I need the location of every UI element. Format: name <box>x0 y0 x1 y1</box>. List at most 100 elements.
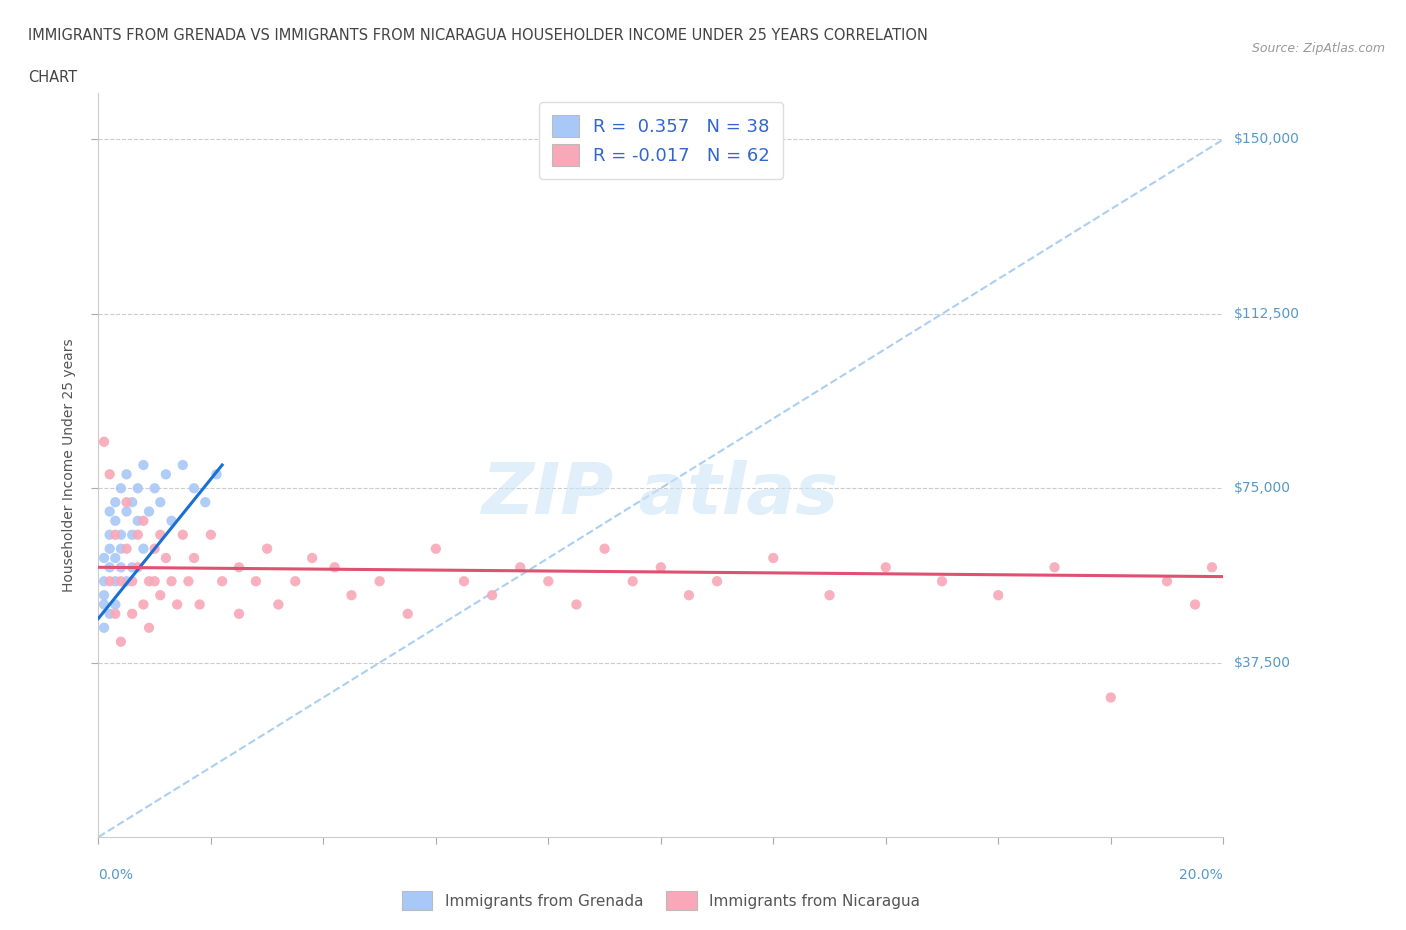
Point <box>1099 690 1122 705</box>
Point <box>132 597 155 612</box>
Point <box>1184 597 1206 612</box>
Text: $150,000: $150,000 <box>1234 132 1301 147</box>
Point <box>98 541 121 556</box>
Point <box>104 513 127 528</box>
Point <box>110 481 132 496</box>
Point <box>875 560 897 575</box>
Point <box>115 495 138 510</box>
Point <box>172 527 194 542</box>
Point <box>138 504 160 519</box>
Point <box>188 597 211 612</box>
Point <box>537 574 560 589</box>
Point <box>93 551 115 565</box>
Text: IMMIGRANTS FROM GRENADA VS IMMIGRANTS FROM NICARAGUA HOUSEHOLDER INCOME UNDER 25: IMMIGRANTS FROM GRENADA VS IMMIGRANTS FR… <box>28 28 928 43</box>
Point <box>149 588 172 603</box>
Point <box>453 574 475 589</box>
Point <box>98 527 121 542</box>
Point <box>228 606 250 621</box>
Point <box>121 560 143 575</box>
Point <box>481 588 503 603</box>
Point <box>121 606 143 621</box>
Point <box>177 574 200 589</box>
Point <box>621 574 644 589</box>
Point <box>98 606 121 621</box>
Point <box>93 620 115 635</box>
Point <box>127 481 149 496</box>
Point <box>143 574 166 589</box>
Point <box>1201 560 1223 575</box>
Point <box>132 458 155 472</box>
Point <box>931 574 953 589</box>
Point <box>155 467 177 482</box>
Point <box>1156 574 1178 589</box>
Point <box>104 495 127 510</box>
Point <box>93 574 115 589</box>
Point <box>1043 560 1066 575</box>
Point <box>245 574 267 589</box>
Point <box>267 597 290 612</box>
Point <box>762 551 785 565</box>
Point <box>425 541 447 556</box>
Point <box>121 574 143 589</box>
Point <box>211 574 233 589</box>
Point <box>194 495 217 510</box>
Point <box>115 467 138 482</box>
Point <box>160 574 183 589</box>
Point <box>143 481 166 496</box>
Text: CHART: CHART <box>28 70 77 85</box>
Point <box>166 597 188 612</box>
Point <box>228 560 250 575</box>
Point <box>155 551 177 565</box>
Text: 0.0%: 0.0% <box>98 868 134 882</box>
Point <box>172 458 194 472</box>
Point <box>818 588 841 603</box>
Point <box>104 551 127 565</box>
Point <box>143 541 166 556</box>
Point <box>396 606 419 621</box>
Point <box>284 574 307 589</box>
Point <box>110 560 132 575</box>
Point <box>104 574 127 589</box>
Point <box>149 527 172 542</box>
Point <box>121 527 143 542</box>
Point <box>678 588 700 603</box>
Point <box>98 504 121 519</box>
Text: Source: ZipAtlas.com: Source: ZipAtlas.com <box>1251 42 1385 55</box>
Point <box>149 495 172 510</box>
Point <box>205 467 228 482</box>
Text: 20.0%: 20.0% <box>1180 868 1223 882</box>
Point <box>115 504 138 519</box>
Y-axis label: Householder Income Under 25 years: Householder Income Under 25 years <box>62 339 76 591</box>
Point <box>183 551 205 565</box>
Point <box>132 541 155 556</box>
Point <box>509 560 531 575</box>
Point <box>104 527 127 542</box>
Point <box>340 588 363 603</box>
Point <box>110 574 132 589</box>
Point <box>121 495 143 510</box>
Point <box>565 597 588 612</box>
Point <box>138 620 160 635</box>
Point <box>93 434 115 449</box>
Point <box>323 560 346 575</box>
Point <box>104 597 127 612</box>
Point <box>104 606 127 621</box>
Point <box>593 541 616 556</box>
Point <box>98 574 121 589</box>
Text: $37,500: $37,500 <box>1234 656 1291 670</box>
Point <box>115 541 138 556</box>
Text: ZIP atlas: ZIP atlas <box>482 460 839 529</box>
Point <box>98 467 121 482</box>
Point <box>115 574 138 589</box>
Point <box>301 551 323 565</box>
Point <box>93 588 115 603</box>
Point <box>200 527 222 542</box>
Point <box>127 560 149 575</box>
Point <box>110 527 132 542</box>
Text: $75,000: $75,000 <box>1234 481 1291 496</box>
Point <box>93 597 115 612</box>
Point <box>127 513 149 528</box>
Point <box>110 634 132 649</box>
Point <box>987 588 1010 603</box>
Point <box>132 513 155 528</box>
